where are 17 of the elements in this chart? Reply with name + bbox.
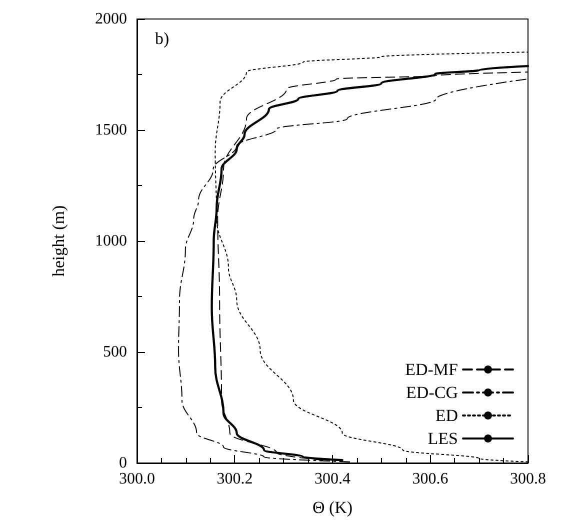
y-tick-label: 1000	[95, 232, 127, 250]
x-tick-label: 300.6	[412, 470, 448, 488]
annotation: b)	[155, 29, 170, 48]
x-tick-label: 300.2	[216, 470, 253, 488]
y-axis-title: height (m)	[49, 205, 68, 277]
x-axis-title: Θ (K)	[312, 498, 353, 517]
legend-label: ED-CG	[406, 383, 458, 402]
y-tick-label: 1500	[95, 122, 127, 138]
x-tick-label: 300.0	[119, 470, 155, 488]
y-tick-label: 500	[103, 344, 127, 360]
x-tick-label: 300.4	[314, 470, 350, 488]
legend-label: LES	[428, 429, 458, 448]
x-tick-label: 300.8	[510, 470, 546, 488]
legend-label: ED	[435, 406, 458, 425]
y-tick-label: 0	[119, 454, 127, 472]
legend-label: ED-MF	[405, 360, 458, 379]
y-tick-label: 2000	[95, 10, 127, 28]
